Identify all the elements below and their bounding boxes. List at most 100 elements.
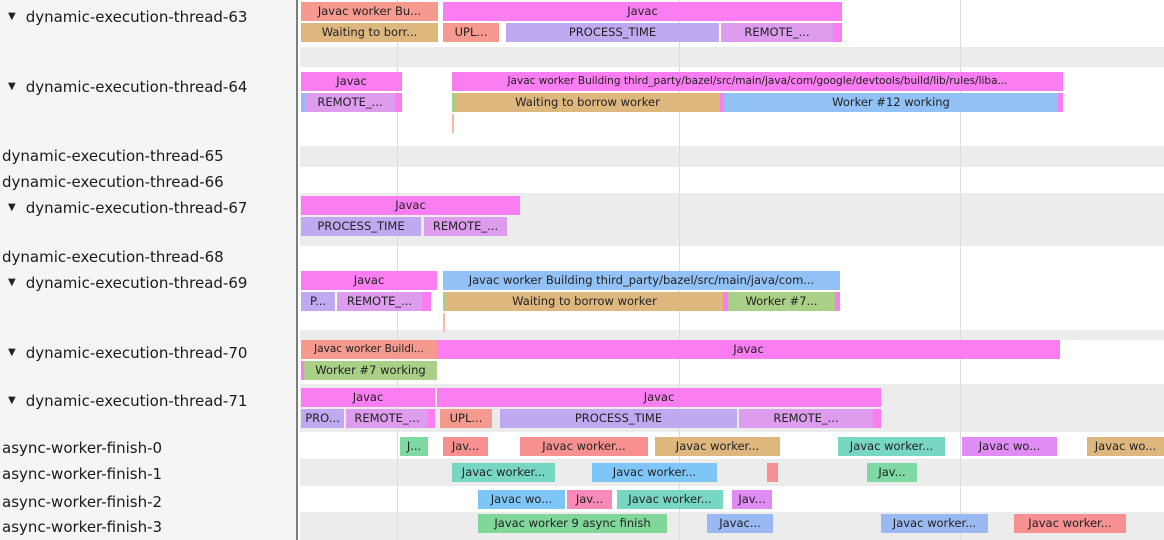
span-bar[interactable]: REMOTE_...: [721, 23, 833, 42]
span-bar[interactable]: PROCESS_TIME: [506, 23, 719, 42]
span-bar[interactable]: Javac: [301, 271, 437, 290]
span-bar[interactable]: Javac wo...: [962, 437, 1057, 456]
span-bar[interactable]: Javac wo...: [1087, 437, 1164, 456]
span-bar[interactable]: Javac wo...: [478, 490, 565, 509]
span-sliver[interactable]: [395, 93, 402, 112]
span-bar[interactable]: Javac: [437, 340, 1060, 359]
span-bar[interactable]: Waiting to borrow worker: [455, 93, 720, 112]
span-sliver[interactable]: [422, 292, 431, 311]
expand-collapse-arrow-icon[interactable]: ▼: [8, 395, 16, 406]
span-bar[interactable]: Javac: [301, 196, 520, 215]
span-bar[interactable]: J...: [400, 437, 428, 456]
span-bar[interactable]: Jav...: [867, 463, 917, 482]
span-bar[interactable]: Javac worker...: [1014, 514, 1126, 533]
track-label: dynamic-execution-thread-69: [25, 274, 248, 292]
track-row-async-worker-finish-1[interactable]: async-worker-finish-1: [2, 464, 162, 484]
span-bar[interactable]: Javac: [437, 388, 881, 407]
span-bar[interactable]: Javac worker...: [655, 437, 780, 456]
time-gridline: [679, 0, 680, 540]
track-row-async-worker-finish-0[interactable]: async-worker-finish-0: [2, 438, 162, 458]
span-bar[interactable]: Javac worker 9 async finish: [478, 514, 667, 533]
track-row-async-worker-finish-2[interactable]: async-worker-finish-2: [2, 492, 162, 512]
track-label: dynamic-execution-thread-70: [25, 344, 248, 362]
span-bar[interactable]: REMOTE_...: [739, 409, 873, 428]
track-label: dynamic-execution-thread-66: [2, 173, 224, 191]
span-sliver[interactable]: [443, 292, 446, 311]
span-bar[interactable]: Jav...: [443, 437, 488, 456]
track-band: [300, 146, 1164, 167]
track-row-dynamic-execution-thread-71[interactable]: ▼ dynamic-execution-thread-71: [8, 391, 247, 411]
time-gridline: [960, 0, 961, 540]
span-sliver[interactable]: [720, 93, 724, 112]
track-label: dynamic-execution-thread-64: [25, 78, 248, 96]
span-bar[interactable]: UPL...: [440, 409, 492, 428]
track-row-dynamic-execution-thread-66[interactable]: dynamic-execution-thread-66: [2, 172, 224, 192]
span-bar[interactable]: Javac worker Buildi...: [301, 340, 437, 359]
span-bar[interactable]: Javac worker...: [838, 437, 945, 456]
span-sliver[interactable]: [873, 409, 881, 428]
span-sliver[interactable]: [767, 463, 778, 482]
span-bar[interactable]: PRO...: [301, 409, 344, 428]
span-bar[interactable]: Javac worker...: [520, 437, 648, 456]
span-bar[interactable]: Javac worker Building third_party/bazel/…: [452, 72, 1063, 91]
track-row-dynamic-execution-thread-63[interactable]: ▼ dynamic-execution-thread-63: [8, 7, 247, 27]
expand-collapse-arrow-icon[interactable]: ▼: [8, 81, 16, 92]
span-bar[interactable]: UPL...: [443, 23, 499, 42]
span-bar[interactable]: Worker #7 working: [304, 361, 437, 380]
track-row-dynamic-execution-thread-68[interactable]: dynamic-execution-thread-68: [2, 247, 224, 267]
track-label: async-worker-finish-0: [2, 439, 163, 457]
span-bar[interactable]: REMOTE_...: [424, 217, 507, 236]
track-row-dynamic-execution-thread-64[interactable]: ▼ dynamic-execution-thread-64: [8, 77, 247, 97]
track-row-async-worker-finish-3[interactable]: async-worker-finish-3: [2, 517, 162, 537]
span-sliver[interactable]: [835, 292, 840, 311]
track-label: async-worker-finish-1: [2, 465, 163, 483]
span-sliver[interactable]: [833, 23, 842, 42]
span-bar[interactable]: Jav...: [567, 490, 612, 509]
expand-collapse-arrow-icon[interactable]: ▼: [8, 347, 16, 358]
span-bar[interactable]: REMOTE_...: [337, 292, 422, 311]
span-bar[interactable]: P...: [301, 292, 335, 311]
span-bar[interactable]: Javac worker...: [881, 514, 988, 533]
span-bar[interactable]: Javac worker Building third_party/bazel/…: [443, 271, 840, 290]
expand-collapse-arrow-icon[interactable]: ▼: [8, 11, 16, 22]
span-bar[interactable]: PROCESS_TIME: [301, 217, 421, 236]
span-bar[interactable]: Worker #7...: [728, 292, 835, 311]
span-bar[interactable]: Javac: [443, 2, 842, 21]
span-sliver[interactable]: [301, 361, 304, 380]
span-bar[interactable]: Javac: [301, 388, 435, 407]
time-gridline: [397, 0, 398, 540]
span-sliver[interactable]: [1058, 93, 1063, 112]
span-bar[interactable]: REMOTE_...: [305, 93, 395, 112]
track-row-dynamic-execution-thread-70[interactable]: ▼ dynamic-execution-thread-70: [8, 343, 247, 363]
track-label: dynamic-execution-thread-65: [2, 147, 224, 165]
span-sliver[interactable]: [723, 292, 728, 311]
track-band: [300, 330, 1164, 340]
span-bar[interactable]: Worker #12 working: [724, 93, 1058, 112]
span-bar[interactable]: Waiting to borrow worker: [446, 292, 723, 311]
span-sliver[interactable]: [428, 409, 435, 428]
track-band: [300, 459, 1164, 486]
span-bar[interactable]: Javac: [301, 72, 402, 91]
span-bar[interactable]: PROCESS_TIME: [500, 409, 737, 428]
span-bar[interactable]: Javac worker...: [617, 490, 723, 509]
span-bar[interactable]: Jav...: [732, 490, 772, 509]
expand-collapse-arrow-icon[interactable]: ▼: [8, 277, 16, 288]
instant-event-tick[interactable]: [452, 114, 454, 133]
track-label: dynamic-execution-thread-67: [25, 199, 248, 217]
span-bar[interactable]: Javac worker...: [592, 463, 717, 482]
span-sliver[interactable]: [452, 93, 455, 112]
span-sliver[interactable]: [301, 93, 305, 112]
instant-event-tick[interactable]: [443, 313, 445, 332]
span-bar[interactable]: Waiting to borr...: [301, 23, 438, 42]
expand-collapse-arrow-icon[interactable]: ▼: [8, 202, 16, 213]
track-label: dynamic-execution-thread-71: [25, 392, 248, 410]
span-bar[interactable]: Javac worker Bu...: [301, 2, 438, 21]
track-row-dynamic-execution-thread-69[interactable]: ▼ dynamic-execution-thread-69: [8, 273, 247, 293]
track-row-dynamic-execution-thread-67[interactable]: ▼ dynamic-execution-thread-67: [8, 198, 247, 218]
track-band: [300, 47, 1164, 67]
track-row-dynamic-execution-thread-65[interactable]: dynamic-execution-thread-65: [2, 146, 224, 166]
timeline-canvas[interactable]: Javac worker Bu... Javac Waiting to borr..…: [300, 0, 1164, 540]
span-bar[interactable]: Javac worker...: [452, 463, 555, 482]
span-bar[interactable]: Javac...: [707, 514, 773, 533]
span-bar[interactable]: REMOTE_...: [346, 409, 428, 428]
